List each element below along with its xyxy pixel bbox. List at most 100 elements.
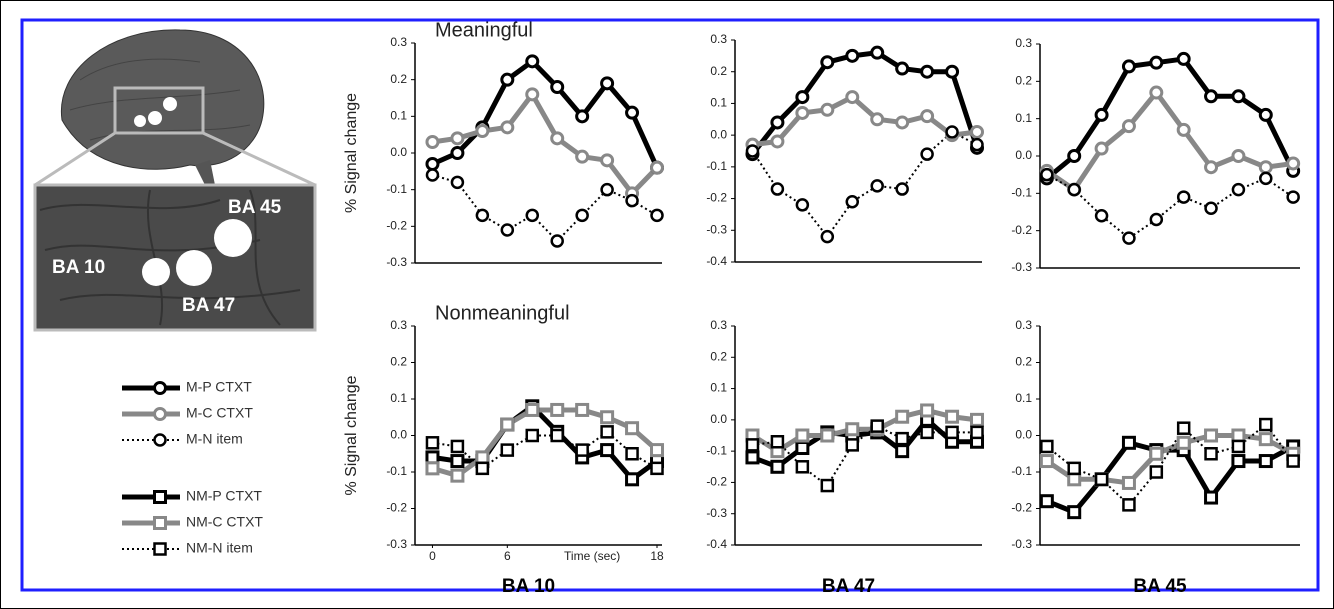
data-point: [425, 135, 440, 149]
y-tick-label: -0.1: [1011, 464, 1032, 478]
y-tick-label: 0.1: [390, 391, 407, 405]
legend-marker: [153, 381, 167, 395]
series-line: [432, 403, 659, 482]
data-point: [1040, 439, 1054, 454]
series-line: [432, 91, 659, 196]
legend-marker: [153, 542, 167, 556]
data-point: [475, 450, 490, 465]
data-point: [970, 137, 984, 152]
y-tick-label: -0.4: [706, 254, 727, 268]
data-point: [1094, 107, 1109, 122]
data-point: [550, 234, 564, 248]
y-tick-label: 0.2: [710, 349, 727, 363]
data-point: [650, 443, 665, 458]
data-point: [500, 443, 515, 457]
data-point: [1258, 454, 1273, 469]
data-point: [770, 182, 785, 196]
data-point: [1039, 494, 1054, 509]
data-point: [795, 105, 810, 120]
y-tick-label: -0.2: [386, 501, 407, 515]
data-point: [575, 109, 590, 124]
data-point: [895, 409, 910, 424]
y-tick-label: -0.2: [386, 219, 407, 233]
data-point: [1231, 149, 1246, 163]
data-point: [450, 439, 465, 454]
data-point: [770, 435, 785, 449]
data-point: [1258, 107, 1273, 122]
data-point: [1094, 472, 1109, 487]
data-point: [575, 402, 590, 417]
data-point: [1204, 201, 1218, 216]
y-tick-label: 0.2: [1015, 355, 1032, 369]
data-point: [1231, 454, 1246, 469]
series-line: [750, 50, 980, 156]
blob: [176, 250, 212, 286]
series-line: [432, 174, 658, 243]
data-point: [745, 450, 760, 465]
data-point: [425, 157, 440, 171]
y-tick-label: 0.1: [390, 109, 407, 123]
data-point: [795, 428, 810, 443]
data-point: [1204, 160, 1219, 175]
data-point: [600, 425, 614, 439]
panel-title: Meaningful: [435, 19, 533, 41]
legend-label: NM-N item: [186, 540, 253, 556]
brain-image: BA 45 BA 10 BA 47: [33, 29, 317, 332]
y-tick-label: -0.1: [706, 159, 727, 173]
data-point: [500, 72, 515, 87]
data-point: [895, 115, 910, 130]
data-point: [1231, 89, 1246, 104]
legend-marker: [153, 516, 167, 530]
data-point: [845, 422, 860, 437]
data-point: [795, 441, 810, 456]
data-point: [625, 421, 640, 436]
series-line: [1045, 56, 1296, 181]
data-point: [795, 460, 810, 474]
data-point: [1204, 490, 1219, 505]
y-tick-label: 0.3: [1015, 318, 1032, 332]
frame: [20, 18, 1320, 592]
data-point: [845, 438, 860, 452]
data-point: [1176, 421, 1191, 435]
data-point: [945, 425, 959, 440]
zoom-box: [113, 86, 205, 135]
brain-stem: [195, 160, 215, 185]
data-point: [820, 102, 835, 117]
data-point: [1067, 461, 1081, 476]
panel-caption: BA 10: [502, 576, 555, 597]
legend-marker: [153, 490, 167, 504]
y-tick-label: 0.2: [1015, 74, 1032, 88]
data-point: [1231, 439, 1246, 454]
panel-title: Nonmeaningful: [435, 302, 570, 324]
data-point: [450, 146, 465, 160]
series-line: [751, 417, 978, 470]
data-point: [650, 208, 664, 223]
data-point: [1067, 149, 1082, 163]
y-tick-label: 0.0: [1015, 428, 1032, 442]
y-tick-label: -0.3: [1011, 260, 1032, 274]
data-point: [525, 428, 540, 443]
blob: [214, 219, 252, 257]
data-point: [625, 447, 639, 461]
data-point: [1122, 231, 1136, 245]
series-line: [1046, 173, 1294, 240]
y-tick-label: 0.3: [710, 32, 727, 46]
data-point: [625, 193, 639, 208]
series-line: [431, 407, 659, 479]
data-point: [1067, 505, 1082, 520]
y-tick-label: -0.2: [706, 475, 727, 489]
data-point: [920, 64, 935, 79]
y-tick-label: -0.1: [706, 443, 727, 457]
blob: [134, 115, 146, 127]
zoom-folds: [39, 189, 301, 326]
data-point: [870, 112, 885, 127]
data-point: [970, 412, 985, 427]
legend-label: NM-C CTXT: [186, 514, 263, 530]
legend-label: M-N item: [186, 431, 243, 447]
legend-marker: [153, 433, 167, 447]
brain-label: BA 45: [228, 197, 282, 218]
data-point: [970, 124, 985, 139]
data-point: [425, 450, 440, 465]
data-point: [650, 461, 664, 476]
data-point: [500, 120, 515, 135]
